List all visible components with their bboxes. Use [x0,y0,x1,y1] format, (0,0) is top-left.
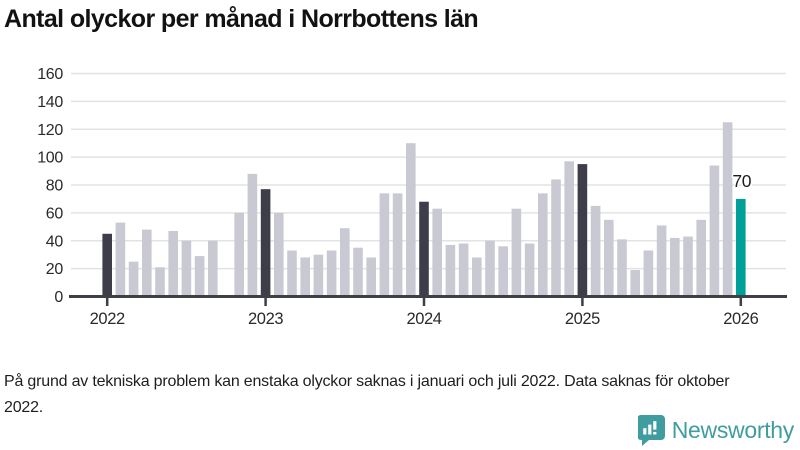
bar [722,122,733,297]
bar-value-label: 70 [732,171,751,191]
bar [643,250,654,297]
bar [142,229,152,297]
x-axis-tick [264,298,267,306]
bar [551,179,561,297]
bar [326,250,337,297]
x-axis-tick [739,298,743,306]
bar [406,143,416,297]
bar-chart-svg: 0 20 40 60 80 100 120 140 160 2022 2023 2024 2025 202… [37,66,787,328]
bar-chart-speech-bubble-icon [636,415,665,446]
bar [683,236,693,297]
bar [366,257,376,297]
x-axis-year-label: 2026 [723,310,758,328]
bar [353,247,363,297]
bar [128,261,139,297]
y-axis-label: 100 [37,150,63,167]
bar [564,161,574,297]
bar-chart: 0 20 40 60 80 100 120 140 160 2022 2023 2024 2025 202… [37,66,787,328]
bar [208,240,218,297]
bar [511,208,522,297]
x-axis-tick [581,298,584,306]
x-axis-tick [105,298,109,306]
bar [168,230,178,297]
x-axis-year-label: 2025 [565,310,600,328]
bar [538,193,548,297]
x-axis-tick [422,298,426,306]
bar [102,233,112,297]
y-axis-label: 60 [46,205,64,222]
y-axis-label: 140 [37,94,63,111]
bar [709,165,720,297]
bar [287,250,297,297]
bar [379,193,390,297]
bar [340,228,350,297]
bar [590,205,601,297]
bar [736,198,746,297]
x-axis-year-label: 2022 [90,310,125,328]
bar [300,257,310,297]
bar [155,267,165,297]
bar [524,243,535,297]
bar [194,256,205,297]
y-axis-label: 80 [46,178,64,195]
bar [234,212,244,297]
y-axis-label: 120 [37,122,63,139]
bar [485,240,495,297]
chart-title: Antal olyckor per månad i Norrbottens lä… [4,5,479,33]
bar [432,208,442,297]
bar [274,212,284,297]
bar [604,219,614,297]
bar [458,243,469,297]
x-axis-year-label: 2024 [406,310,441,328]
bar [656,225,667,297]
bar [392,193,403,297]
x-axis-line [69,295,787,298]
y-axis-label: 40 [46,233,64,250]
bar [115,222,126,297]
newsworthy-logo[interactable]: Newsworthy [636,415,795,446]
x-axis-year-label: 2023 [248,310,283,328]
bar [696,219,706,297]
y-axis-label: 20 [46,261,64,278]
bar [670,237,680,297]
bar [472,257,482,297]
bar [577,164,588,297]
y-axis-label: 160 [37,66,63,83]
bar [498,246,508,297]
y-axis-label: 0 [54,289,63,306]
footnote: På grund av tekniska problem kan enstaka… [4,373,730,416]
bar [419,201,429,297]
bar [247,173,258,297]
bar [630,270,640,297]
bar [181,240,192,297]
bar [445,244,456,297]
bar [260,189,271,297]
newsworthy-wordmark: Newsworthy [671,417,795,443]
bar [617,239,627,297]
bar [313,254,324,297]
